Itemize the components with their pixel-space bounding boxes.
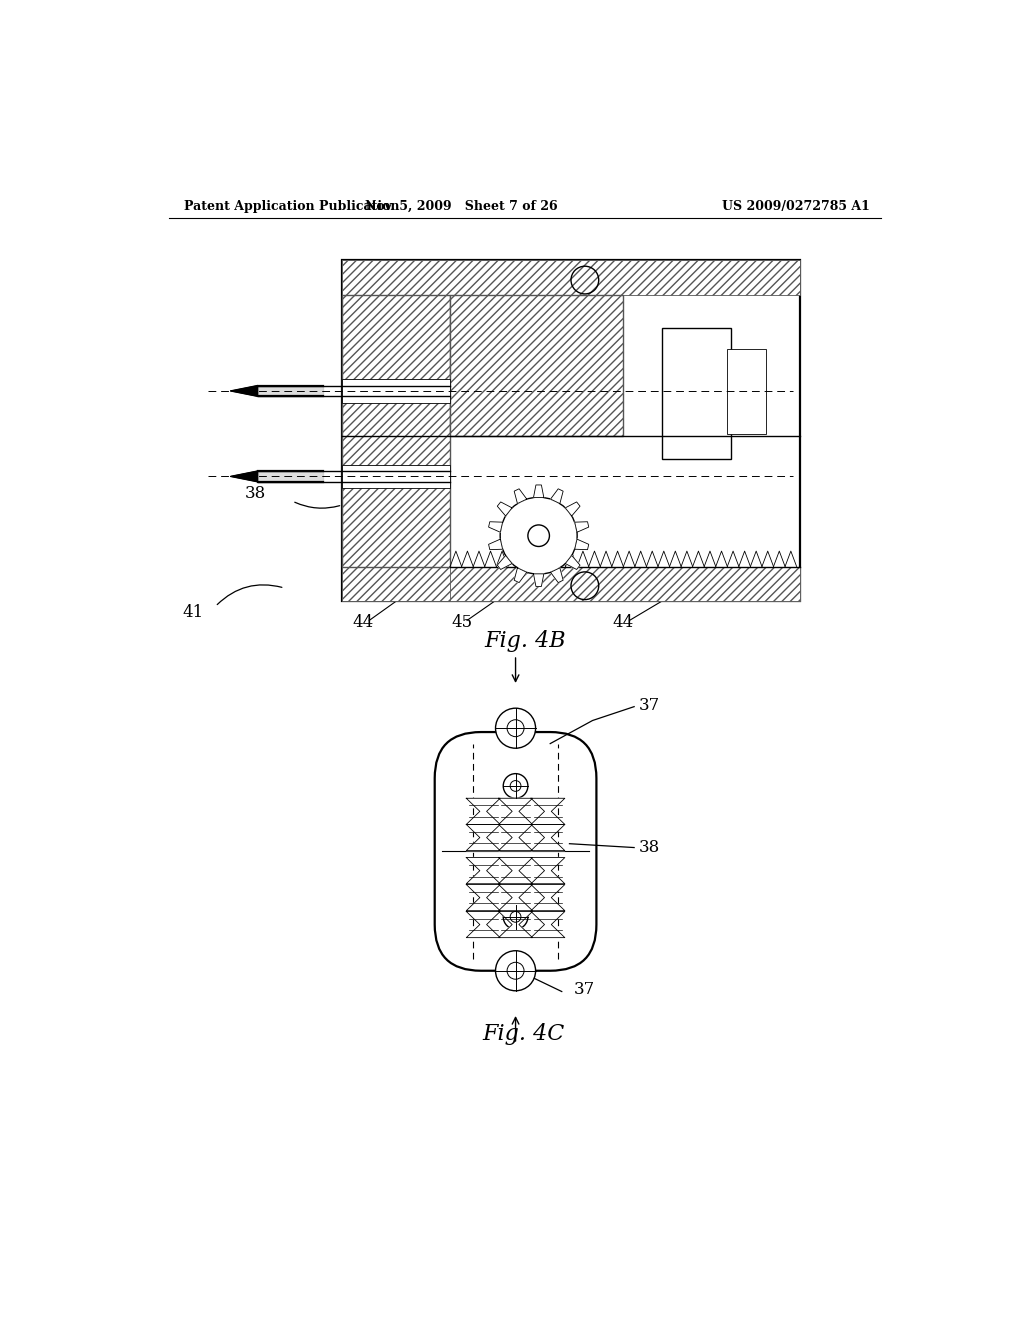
Text: US 2009/0272785 A1: US 2009/0272785 A1 — [722, 199, 869, 213]
Polygon shape — [498, 502, 512, 516]
Circle shape — [528, 525, 550, 546]
Bar — [662, 327, 731, 459]
Polygon shape — [551, 488, 563, 503]
Polygon shape — [499, 858, 532, 884]
Text: Fig. 4B: Fig. 4B — [484, 631, 565, 652]
Polygon shape — [466, 911, 500, 937]
Text: 37: 37 — [574, 981, 596, 998]
Bar — [727, 350, 766, 434]
Bar — [342, 260, 801, 601]
Text: 44: 44 — [352, 614, 374, 631]
Polygon shape — [514, 488, 526, 503]
FancyBboxPatch shape — [435, 733, 596, 970]
Circle shape — [503, 774, 528, 799]
Polygon shape — [565, 556, 580, 569]
Bar — [342, 566, 801, 601]
Polygon shape — [499, 911, 532, 937]
Circle shape — [503, 904, 528, 929]
Polygon shape — [531, 884, 565, 911]
Bar — [342, 296, 451, 566]
Polygon shape — [574, 539, 589, 549]
Polygon shape — [565, 502, 580, 516]
Text: 38: 38 — [245, 484, 266, 502]
Text: 45: 45 — [452, 614, 472, 631]
Polygon shape — [531, 799, 565, 825]
Bar — [451, 296, 624, 436]
Text: 41: 41 — [183, 605, 204, 622]
Polygon shape — [466, 884, 500, 911]
Polygon shape — [514, 568, 526, 582]
Circle shape — [496, 708, 536, 748]
Polygon shape — [488, 539, 503, 549]
Polygon shape — [466, 825, 500, 850]
Text: 44: 44 — [612, 614, 634, 631]
Text: Nov. 5, 2009   Sheet 7 of 26: Nov. 5, 2009 Sheet 7 of 26 — [366, 199, 558, 213]
Bar — [342, 465, 451, 488]
Polygon shape — [230, 385, 258, 396]
Polygon shape — [230, 471, 258, 482]
Text: 38: 38 — [639, 840, 660, 857]
Polygon shape — [466, 799, 500, 825]
Polygon shape — [499, 825, 532, 850]
Polygon shape — [488, 521, 503, 532]
Polygon shape — [534, 484, 544, 498]
Text: Patent Application Publication: Patent Application Publication — [184, 199, 400, 213]
Polygon shape — [498, 556, 512, 569]
Bar — [451, 566, 801, 601]
Circle shape — [500, 498, 578, 574]
Polygon shape — [466, 858, 500, 884]
Polygon shape — [531, 858, 565, 884]
FancyArrowPatch shape — [217, 585, 282, 605]
Text: 37: 37 — [639, 697, 660, 714]
Bar — [342, 260, 801, 296]
Polygon shape — [531, 825, 565, 850]
Circle shape — [496, 950, 536, 991]
Polygon shape — [499, 884, 532, 911]
Text: Fig. 4C: Fig. 4C — [482, 1023, 564, 1045]
Polygon shape — [531, 911, 565, 937]
Bar — [342, 379, 451, 404]
Polygon shape — [551, 568, 563, 582]
Polygon shape — [574, 521, 589, 532]
Polygon shape — [499, 799, 532, 825]
Polygon shape — [534, 574, 544, 586]
